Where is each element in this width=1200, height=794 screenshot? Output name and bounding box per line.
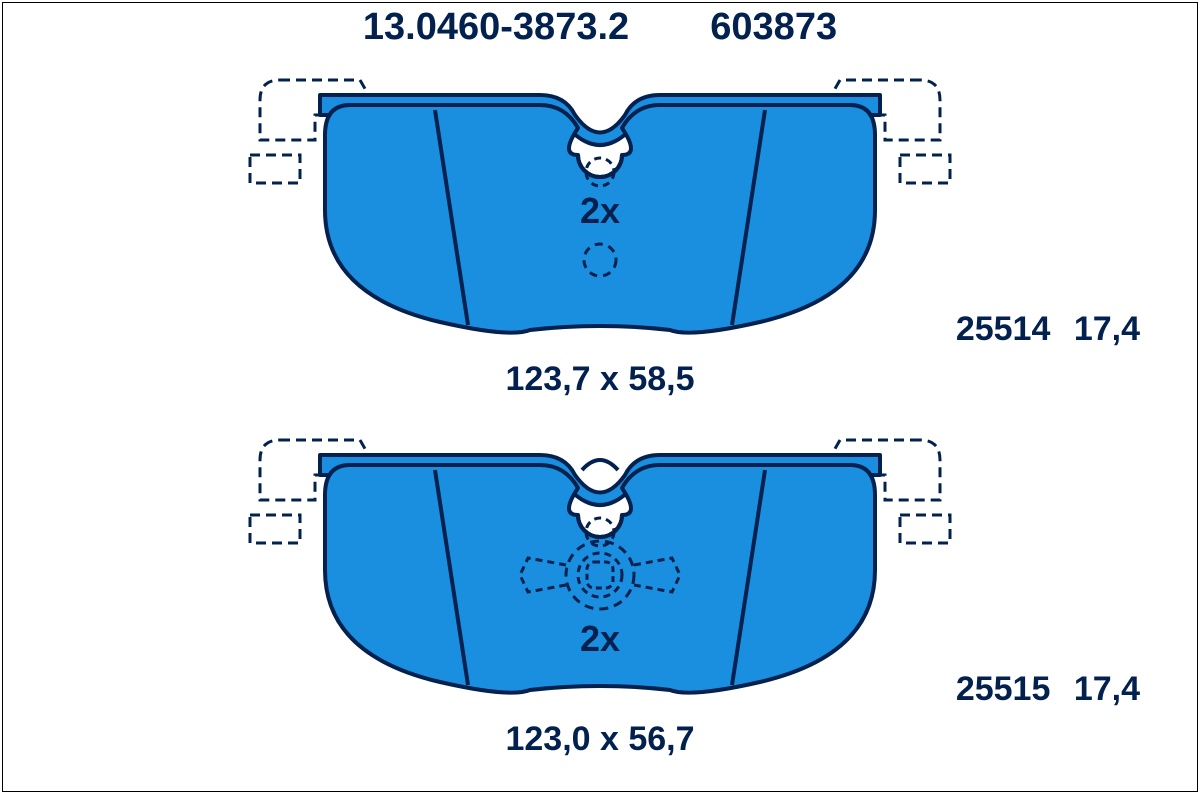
pad-upper-quantity: 2x bbox=[580, 190, 620, 232]
pad-lower-wrap: 2x 123,0 x 56,7 bbox=[220, 420, 980, 710]
pad-lower-dimension: 123,0 x 56,7 bbox=[505, 720, 694, 759]
pad-upper-wrap: 2x 123,7 x 58,5 bbox=[220, 60, 980, 350]
pad-lower-side-code: 25515 bbox=[956, 670, 1051, 708]
pad-upper-side-thickness: 17,4 bbox=[1074, 310, 1140, 348]
pad-upper-side-label: 25514 17,4 bbox=[956, 310, 1140, 349]
pad-lower-side-thickness: 17,4 bbox=[1074, 670, 1140, 708]
part-number-short: 603873 bbox=[710, 6, 837, 48]
pad-lower-svg bbox=[220, 420, 980, 710]
part-number-main: 13.0460-3873.2 bbox=[363, 6, 629, 48]
pad-upper-side-code: 25514 bbox=[956, 310, 1051, 348]
header: 13.0460-3873.2 603873 bbox=[0, 6, 1200, 49]
pad-lower-quantity: 2x bbox=[580, 618, 620, 660]
pad-upper-dimension: 123,7 x 58,5 bbox=[505, 360, 694, 399]
pad-lower-side-label: 25515 17,4 bbox=[956, 670, 1140, 709]
